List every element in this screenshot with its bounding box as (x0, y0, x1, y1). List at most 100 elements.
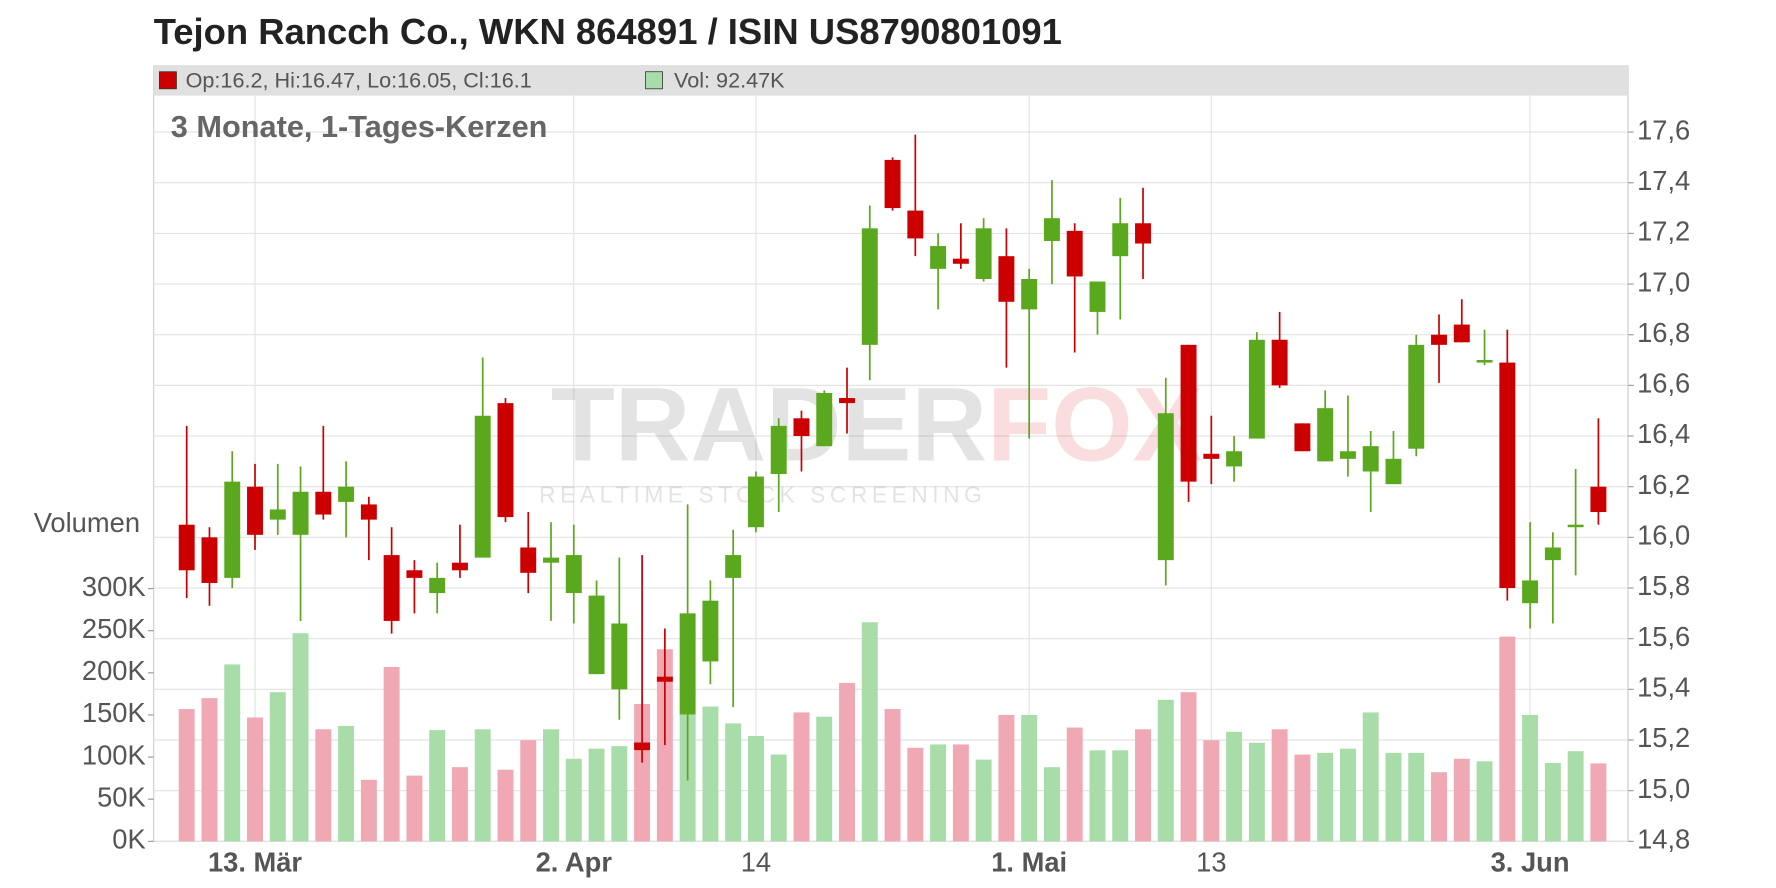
volume-bar (1135, 729, 1151, 842)
volume-bar (360, 779, 377, 842)
y-tick-label: 15,4 (1637, 672, 1690, 703)
candle-body (360, 504, 377, 520)
candle-body (1431, 334, 1447, 345)
volume-bar (1248, 742, 1265, 842)
candle-body (1339, 451, 1356, 459)
volume-bar (315, 729, 332, 842)
volume-bar (1317, 752, 1334, 842)
volume-bar (201, 698, 218, 842)
volume-bar (952, 744, 969, 842)
volume-bar (1226, 731, 1243, 842)
x-tick-label: 13. Mär (208, 846, 302, 877)
candle-body (247, 486, 263, 535)
volume-bar (429, 730, 446, 842)
volume-bar (1203, 740, 1220, 842)
volume-bar (1112, 750, 1129, 842)
volume-bar (474, 729, 491, 842)
volume-bar (1180, 692, 1197, 842)
volume-bar (930, 744, 947, 842)
volume-bar (1362, 712, 1379, 842)
volume-bar (178, 709, 195, 842)
y-tick-label: 17,4 (1637, 165, 1690, 196)
volume-tick-label: 250K (82, 613, 146, 644)
y-tick-label: 16,6 (1637, 368, 1690, 399)
header-ohlc-swatch (158, 71, 177, 90)
candle-body (451, 562, 468, 571)
candle-body (998, 256, 1015, 302)
volume-bar (383, 666, 400, 842)
x-tick-label: 1. Mai (991, 846, 1067, 877)
volume-bar (588, 748, 605, 842)
candle-body (543, 557, 559, 563)
candle-body (1043, 218, 1060, 241)
volume-bar (565, 758, 582, 842)
candle-body (611, 623, 628, 690)
y-tick-label: 17,6 (1637, 114, 1690, 145)
volume-bar (656, 649, 673, 842)
candle-body (930, 246, 947, 269)
y-tick-label: 15,0 (1637, 773, 1690, 804)
candle-body (1089, 281, 1106, 312)
y-tick-label: 16,4 (1637, 418, 1690, 449)
candle-body (178, 524, 195, 571)
volume-bar (907, 747, 924, 842)
candle-body (588, 595, 605, 675)
volume-bar (1089, 750, 1106, 842)
candle-body (497, 403, 514, 518)
candle-body (702, 600, 719, 662)
header-volume: Vol: 92.47K (674, 68, 785, 93)
candle-body (338, 486, 355, 502)
header-volume-swatch (645, 71, 663, 90)
chart-subtitle: 3 Monate, 1-Tages-Kerzen (171, 109, 548, 144)
watermark-brand: TRADERFOX (551, 366, 1203, 483)
volume-bar (747, 736, 764, 842)
candle-body (474, 415, 491, 558)
candle-body (952, 258, 969, 264)
candle-body (1180, 344, 1197, 482)
candle-body (1203, 453, 1220, 459)
volume-tick-label: 300K (82, 571, 146, 602)
y-tick-label: 16,0 (1637, 520, 1690, 551)
volume-bar (1453, 758, 1470, 842)
candle-body (1294, 423, 1311, 452)
candle-body (793, 418, 810, 437)
volume-bar (1431, 772, 1447, 842)
candle-body (1362, 446, 1379, 472)
candle-body (861, 228, 878, 345)
x-tick-label: 2. Apr (536, 846, 613, 877)
y-tick-label: 17,0 (1637, 266, 1690, 297)
candle-body (747, 476, 764, 528)
volume-bar (1544, 762, 1561, 842)
y-tick-label: 15,6 (1637, 621, 1690, 652)
candle-body (565, 555, 582, 594)
x-tick-label: 14 (741, 846, 771, 877)
volume-bar (1294, 754, 1311, 842)
volume-bar (543, 729, 559, 842)
candle-body (907, 210, 924, 239)
candle-body (1157, 413, 1174, 561)
candle-body (383, 555, 400, 621)
volume-tick-label: 100K (82, 739, 146, 770)
y-tick-label: 16,8 (1637, 317, 1690, 348)
candle-body (520, 547, 537, 573)
watermark-brand-1: TRADER (551, 366, 987, 483)
volume-bar (839, 682, 855, 842)
volume-tick-label: 0K (112, 824, 145, 855)
volume-bar (1385, 752, 1402, 842)
volume-bar (702, 706, 719, 842)
y-tick-label: 16,2 (1637, 469, 1690, 500)
candle-body (1271, 339, 1288, 386)
candle-body (429, 577, 446, 594)
candle-body (292, 491, 309, 535)
volume-tick-label: 200K (82, 655, 146, 686)
candle-body (1112, 223, 1129, 257)
volume-bar (1567, 751, 1584, 842)
candle-body (725, 555, 742, 578)
volume-bar (725, 723, 742, 842)
candle-body (839, 398, 855, 404)
candle-body (1066, 230, 1083, 277)
volume-tick-label: 50K (97, 781, 146, 812)
candle-body (1499, 362, 1516, 589)
volume-bar (520, 740, 537, 842)
